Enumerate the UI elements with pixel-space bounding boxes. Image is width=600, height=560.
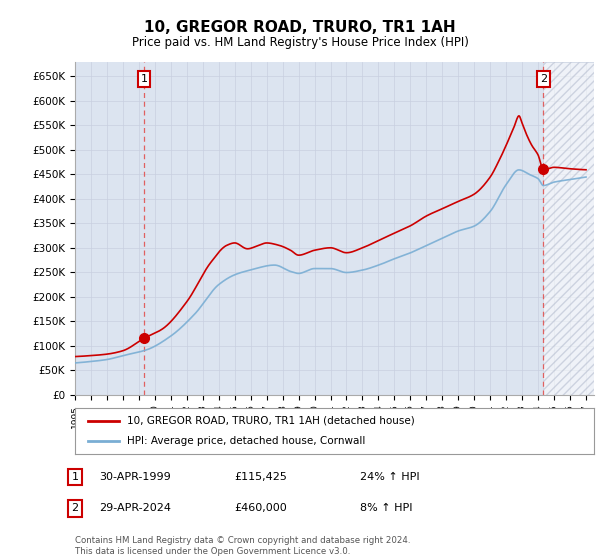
Text: £460,000: £460,000 [234,503,287,514]
Text: £115,425: £115,425 [234,472,287,482]
Text: 10, GREGOR ROAD, TRURO, TR1 1AH (detached house): 10, GREGOR ROAD, TRURO, TR1 1AH (detache… [127,416,415,426]
Text: 10, GREGOR ROAD, TRURO, TR1 1AH: 10, GREGOR ROAD, TRURO, TR1 1AH [144,20,456,35]
Text: 8% ↑ HPI: 8% ↑ HPI [360,503,413,514]
Text: 2: 2 [540,74,547,84]
Text: 30-APR-1999: 30-APR-1999 [99,472,171,482]
Text: 1: 1 [140,74,148,84]
Text: 29-APR-2024: 29-APR-2024 [99,503,171,514]
Text: 2: 2 [71,503,79,514]
Text: 1: 1 [71,472,79,482]
Text: Price paid vs. HM Land Registry's House Price Index (HPI): Price paid vs. HM Land Registry's House … [131,36,469,49]
Text: 24% ↑ HPI: 24% ↑ HPI [360,472,419,482]
Bar [544,62,594,395]
Text: HPI: Average price, detached house, Cornwall: HPI: Average price, detached house, Corn… [127,436,365,446]
Text: Contains HM Land Registry data © Crown copyright and database right 2024.
This d: Contains HM Land Registry data © Crown c… [75,536,410,556]
